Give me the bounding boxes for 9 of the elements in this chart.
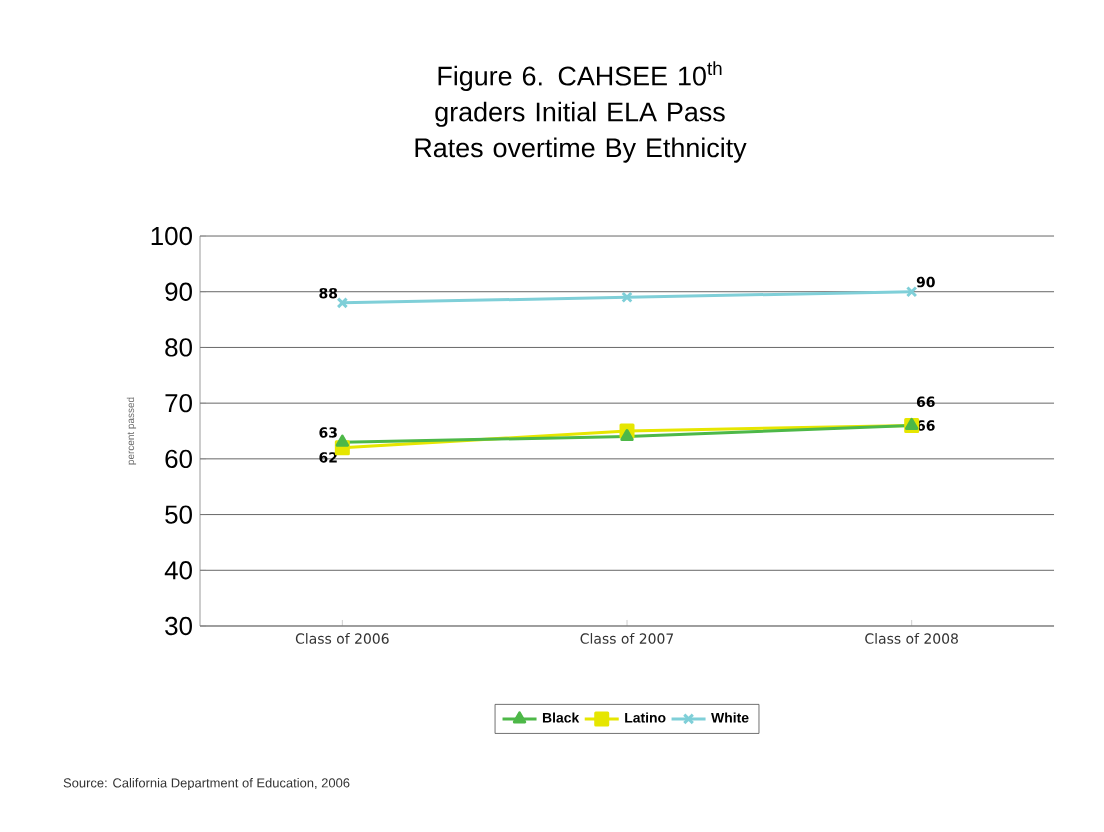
chart-title: Figure 6. CAHSEE 10$^{th}$ graders Initial ELA Pass Rates overtime By Ethnicity (415, 61, 747, 163)
y-tick-label: 40 (164, 561, 192, 580)
y-tick-label: 50 (165, 505, 192, 524)
y-tick-label: 30 (165, 616, 192, 636)
y-tick-label: 70 (165, 393, 192, 413)
y-tick-label: 80 (165, 338, 192, 357)
y-tick-label: 100 (151, 226, 192, 246)
y-tick-label: 90 (165, 282, 192, 301)
y-tick-label: 60 (165, 449, 192, 469)
